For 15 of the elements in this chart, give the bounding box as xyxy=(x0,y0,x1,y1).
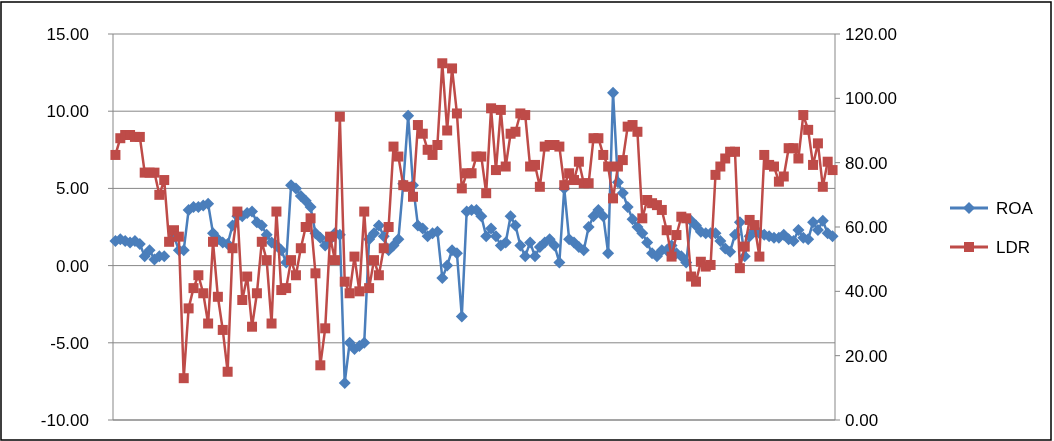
y2-tick-label: 40.00 xyxy=(845,282,888,302)
y2-tick-label: 100.00 xyxy=(845,89,897,109)
y-tick-label: 15.00 xyxy=(46,24,89,44)
y-tick-label: -5.00 xyxy=(50,333,89,353)
legend-label: ROA xyxy=(996,198,1034,218)
legend-label: LDR xyxy=(996,237,1031,257)
y-tick-label: 0.00 xyxy=(55,256,89,276)
y-tick-label: -10.00 xyxy=(40,410,89,430)
y2-tick-label: 20.00 xyxy=(845,346,888,366)
y2-tick-label: 0.00 xyxy=(845,410,879,430)
y-tick-label: 10.00 xyxy=(46,102,89,122)
y2-tick-label: 60.00 xyxy=(845,217,888,237)
y2-tick-label: 80.00 xyxy=(845,153,888,173)
y-tick-label: 5.00 xyxy=(55,179,89,199)
y2-tick-label: 120.00 xyxy=(845,24,897,44)
